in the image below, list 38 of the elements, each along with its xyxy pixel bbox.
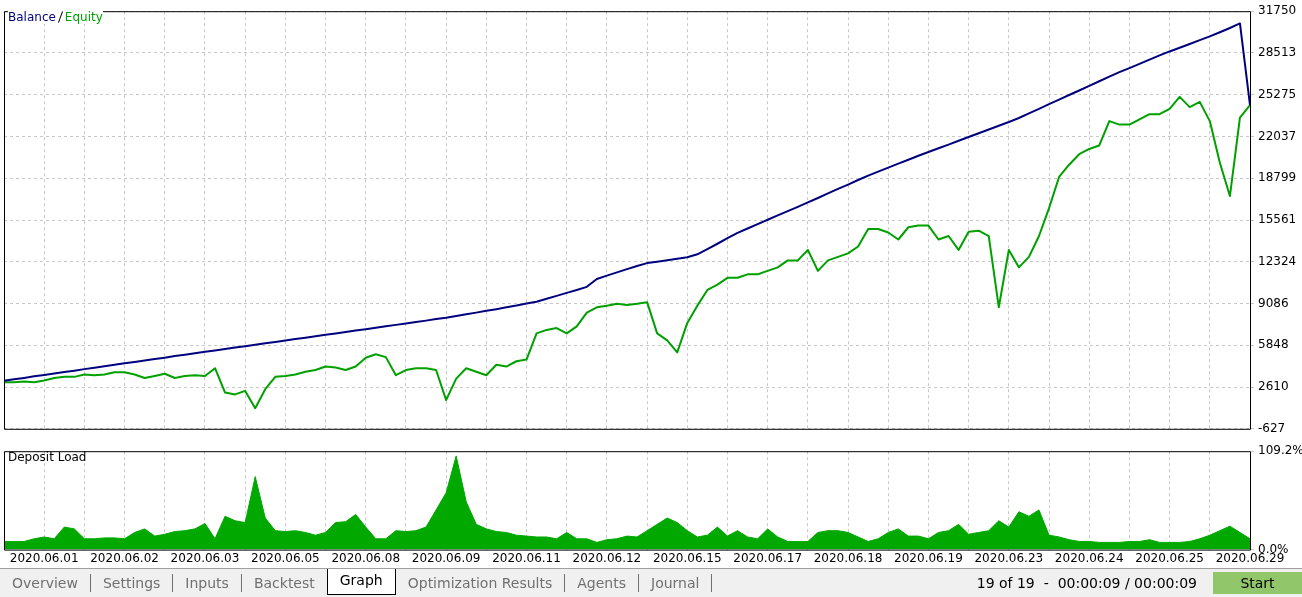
text: Agents: [565, 574, 640, 592]
y-tick-label: 12324: [1258, 253, 1297, 268]
x-tick-label: 2020.06.18: [813, 550, 883, 565]
x-tick-label: 2020.06.25: [1135, 550, 1204, 565]
text: Balance: [8, 10, 56, 24]
x-tick-label: 2020.06.23: [974, 550, 1044, 565]
x-tick-label: 2020.06.08: [331, 550, 401, 565]
x-tick-label: 2020.06.02: [90, 550, 159, 565]
y-tick-label: -627: [1258, 420, 1286, 435]
x-tick-label: 2020.06.15: [652, 550, 722, 565]
chart-title: Deposit Load: [8, 450, 87, 464]
x-tick-label: 2020.06.05: [251, 550, 320, 565]
y-tick-label: 22037: [1258, 128, 1297, 143]
text: Settings: [90, 574, 174, 592]
text: Journal: [639, 574, 713, 592]
y-tick-label: 5848: [1258, 337, 1289, 352]
y-tick-label: 28513: [1258, 45, 1297, 60]
y-tick-label: 25275: [1258, 86, 1297, 101]
y-tick-label: 15561: [1258, 212, 1297, 227]
y-tick-label: 18799: [1258, 170, 1297, 185]
text: Overview: [0, 574, 91, 592]
text: Inputs: [173, 574, 242, 592]
y-tick-label: 2610: [1258, 379, 1289, 394]
y-tick-label: 9086: [1258, 295, 1289, 310]
x-tick-label: 2020.06.24: [1054, 550, 1124, 565]
text: Equity: [64, 10, 103, 24]
x-tick-label: 2020.06.01: [9, 550, 79, 565]
text: Backtest: [252, 574, 316, 592]
x-tick-label: 2020.06.19: [894, 550, 963, 565]
text: Start: [1213, 572, 1302, 594]
y-tick-label: 31750: [1258, 3, 1297, 18]
text: 19 of 19 - 00:00:09 / 00:00:09: [976, 575, 1197, 591]
text: Optimization Results: [395, 574, 566, 592]
x-tick-label: 2020.06.11: [492, 550, 561, 565]
x-tick-label: 2020.06.17: [733, 550, 803, 565]
x-tick-label: 2020.06.12: [572, 550, 642, 565]
x-tick-label: 2020.06.09: [411, 550, 481, 565]
x-tick-label: 2020.06.03: [170, 550, 240, 565]
